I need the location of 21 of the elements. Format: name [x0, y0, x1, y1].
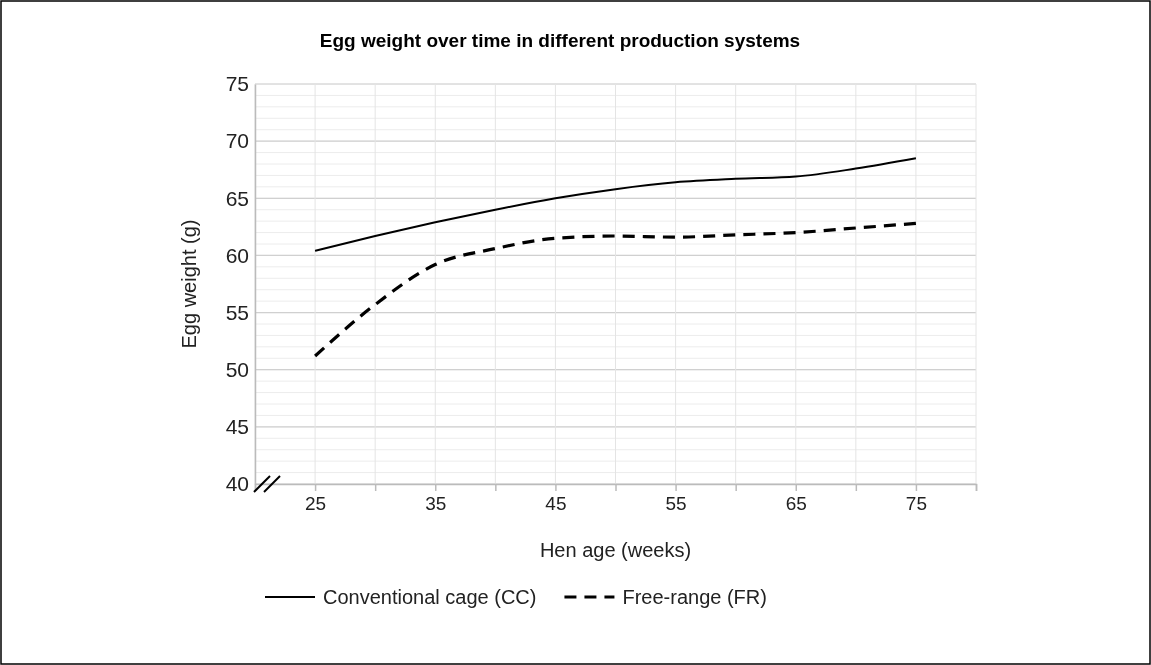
x-tick-label: 65: [785, 493, 807, 515]
y-tick-label: 65: [225, 186, 249, 210]
legend-label: Conventional cage (CC): [323, 586, 537, 608]
y-tick-label: 75: [225, 72, 249, 96]
y-tick-label: 70: [225, 129, 249, 153]
x-tick-label: 35: [425, 493, 447, 515]
y-tick-label: 50: [225, 357, 249, 381]
y-tick-label: 60: [225, 243, 249, 267]
line-series: [313, 221, 918, 358]
chart-title: Egg weight over time in different production systems: [319, 30, 801, 51]
y-tick-label: 45: [225, 415, 249, 439]
y-axis-title: Egg weight (g): [178, 219, 200, 349]
x-tick-label: 45: [545, 493, 567, 515]
x-axis-title: Hen age (weeks): [539, 539, 692, 561]
x-tick-label: 25: [305, 493, 327, 515]
x-tick-label: 75: [905, 493, 927, 515]
y-tick-label: 40: [225, 472, 249, 496]
x-tick-label: 55: [665, 493, 687, 515]
legend-label: Free-range (FR): [622, 586, 767, 608]
line-series: [314, 157, 917, 252]
y-tick-label: 55: [225, 300, 249, 324]
